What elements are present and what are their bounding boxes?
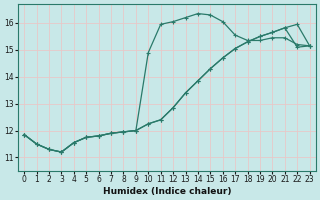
X-axis label: Humidex (Indice chaleur): Humidex (Indice chaleur) [103, 187, 231, 196]
